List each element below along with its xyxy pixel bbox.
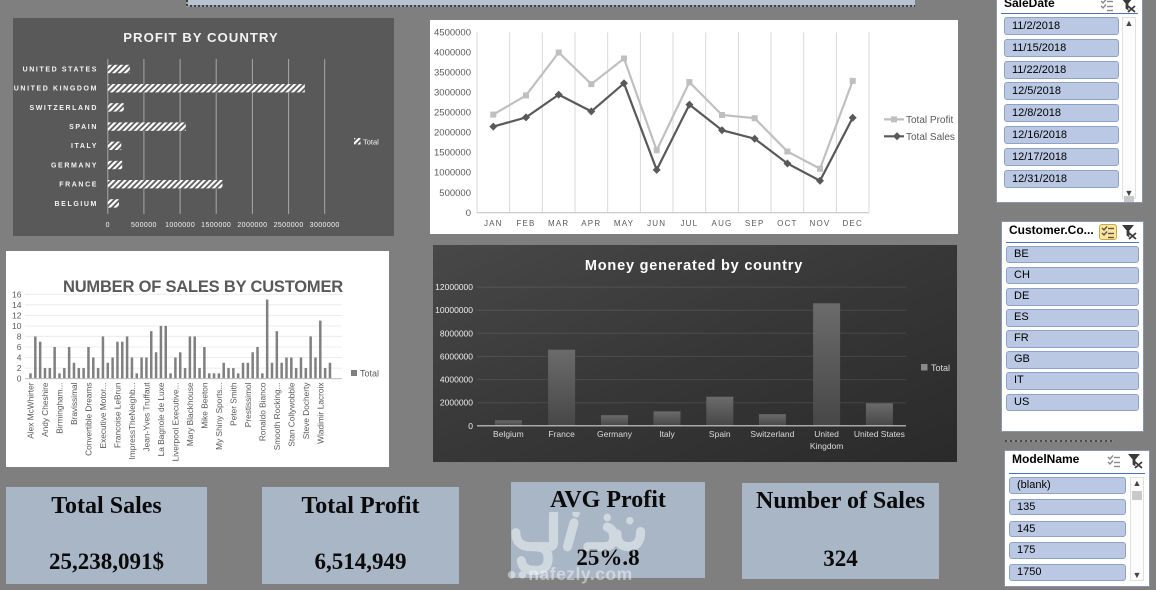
svg-text:Liverpool Executive...: Liverpool Executive... (170, 383, 180, 462)
svg-text:OCT: OCT (777, 219, 798, 228)
svg-text:DEC: DEC (842, 219, 863, 228)
svg-text:1500000: 1500000 (201, 222, 231, 229)
svg-text:NUMBER OF SALES BY CUSTOMER: NUMBER OF SALES BY CUSTOMER (63, 278, 343, 296)
svg-text:SEP: SEP (745, 219, 765, 228)
svg-text:NOV: NOV (810, 219, 831, 228)
svg-text:1500000: 1500000 (434, 148, 471, 159)
svg-text:Belgium: Belgium (493, 429, 524, 439)
svg-text:Smooth Rocking...: Smooth Rocking... (272, 383, 282, 451)
svg-text:Mary Blackhouse: Mary Blackhouse (185, 382, 195, 446)
svg-text:2500000: 2500000 (274, 222, 304, 229)
svg-text:Executive Motor...: Executive Motor... (98, 383, 108, 449)
svg-text:6: 6 (17, 342, 22, 352)
svg-text:10: 10 (12, 321, 22, 331)
svg-text:3000000: 3000000 (434, 88, 471, 99)
svg-text:Francoise LeBrun: Francoise LeBrun (112, 382, 122, 448)
svg-text:SWITZERLAND: SWITZERLAND (29, 105, 98, 112)
svg-text:4000000: 4000000 (434, 48, 471, 59)
svg-text:GERMANY: GERMANY (51, 162, 98, 169)
svg-text:3000000: 3000000 (310, 222, 340, 229)
svg-text:2000000: 2000000 (237, 222, 267, 229)
svg-text:6000000: 6000000 (440, 351, 473, 361)
svg-text:Steve Docherty: Steve Docherty (301, 382, 311, 440)
svg-text:Money generated by country: Money generated by country (585, 258, 803, 274)
svg-text:UNITED KINGDOM: UNITED KINGDOM (14, 86, 98, 93)
svg-text:2000000: 2000000 (434, 128, 471, 139)
svg-text:16: 16 (12, 289, 22, 299)
svg-text:0: 0 (468, 421, 473, 431)
svg-text:MAY: MAY (614, 219, 634, 228)
svg-text:0: 0 (17, 374, 22, 384)
svg-text:Jean-Yves Truffaut: Jean-Yves Truffaut (141, 382, 151, 452)
svg-text:Total Sales: Total Sales (906, 132, 955, 143)
svg-text:France: France (548, 429, 575, 439)
svg-text:Italy: Italy (659, 429, 675, 439)
svg-text:BELGIUM: BELGIUM (55, 201, 98, 208)
svg-text:ImpressTheNeighb...: ImpressTheNeighb... (127, 383, 137, 460)
svg-text:Wladimir Lacroix: Wladimir Lacroix (315, 382, 325, 444)
svg-text:14: 14 (12, 300, 22, 310)
svg-text:Convertible Dreams: Convertible Dreams (84, 383, 94, 456)
svg-text:Prestissimol: Prestissimol (243, 382, 253, 427)
svg-text:JUN: JUN (647, 219, 666, 228)
svg-text:500000: 500000 (439, 188, 471, 199)
svg-text:La Bagnole de Luxe: La Bagnole de Luxe (156, 382, 166, 456)
svg-text:Kingdom: Kingdom (810, 441, 844, 451)
svg-text:FEB: FEB (516, 219, 535, 228)
svg-text:8: 8 (17, 331, 22, 341)
svg-text:Germany: Germany (597, 429, 633, 439)
svg-text:MAR: MAR (548, 219, 569, 228)
svg-text:Ronaldo Bianco: Ronaldo Bianco (257, 382, 267, 441)
svg-text:UNITED STATES: UNITED STATES (23, 66, 98, 73)
svg-text:Bravissimal: Bravissimal (69, 382, 79, 425)
svg-text:JAN: JAN (484, 219, 503, 228)
svg-text:SPAIN: SPAIN (69, 124, 98, 131)
svg-text:12: 12 (12, 310, 22, 320)
svg-text:Peter Smith: Peter Smith (228, 382, 238, 426)
svg-text:2000000: 2000000 (440, 398, 473, 408)
svg-text:United States: United States (854, 429, 905, 439)
svg-text:4000000: 4000000 (440, 375, 473, 385)
svg-text:ITALY: ITALY (71, 143, 98, 150)
svg-text:Spain: Spain (709, 429, 731, 439)
svg-text:Total: Total (360, 369, 379, 379)
svg-text:1000000: 1000000 (165, 222, 195, 229)
svg-text:My Shiny Sports...: My Shiny Sports... (214, 383, 224, 450)
svg-text:2500000: 2500000 (434, 108, 471, 119)
svg-text:8000000: 8000000 (440, 328, 473, 338)
svg-text:Total: Total (363, 138, 379, 147)
svg-text:JUL: JUL (680, 219, 698, 228)
svg-text:500000: 500000 (131, 222, 157, 229)
svg-text:FRANCE: FRANCE (59, 182, 98, 189)
svg-text:AUG: AUG (712, 219, 733, 228)
svg-text:Total Profit: Total Profit (906, 115, 953, 126)
svg-text:2: 2 (17, 363, 22, 373)
svg-text:APR: APR (581, 219, 601, 228)
svg-text:1000000: 1000000 (434, 168, 471, 179)
svg-text:12000000: 12000000 (435, 282, 473, 292)
svg-text:Birmingham...: Birmingham... (55, 383, 65, 434)
svg-text:United: United (814, 429, 839, 439)
svg-text:4500000: 4500000 (434, 27, 471, 38)
svg-text:PROFIT BY COUNTRY: PROFIT BY COUNTRY (123, 30, 278, 45)
svg-text:Mike Beeton: Mike Beeton (199, 382, 209, 429)
svg-text:Alex McWhirter: Alex McWhirter (26, 382, 36, 438)
svg-text:Total: Total (931, 363, 950, 373)
svg-text:0: 0 (106, 222, 110, 229)
svg-text:Switzerland: Switzerland (750, 429, 794, 439)
svg-text:0: 0 (466, 208, 471, 219)
svg-text:Andy Cheshire: Andy Cheshire (40, 382, 50, 437)
svg-text:3500000: 3500000 (434, 68, 471, 79)
svg-text:4: 4 (17, 353, 22, 363)
svg-text:10000000: 10000000 (435, 305, 473, 315)
svg-text:Stan Collywobble: Stan Collywobble (286, 382, 296, 446)
